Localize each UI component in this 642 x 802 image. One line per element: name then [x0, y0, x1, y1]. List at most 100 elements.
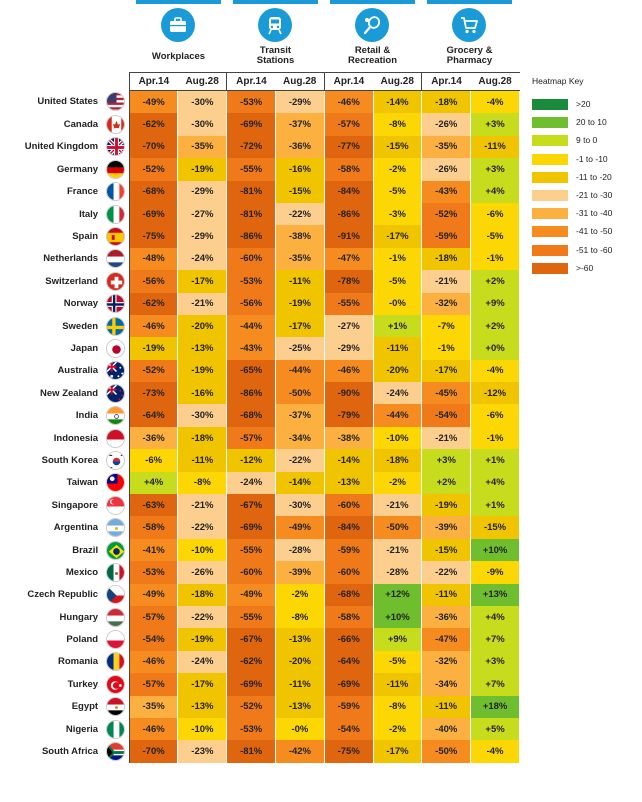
- table-row: South Korea -6% -11% -12% -22% -14% -18% +3% +1%: [0, 449, 520, 472]
- heatmap-cell: -68%: [226, 404, 277, 427]
- heatmap-cell: -30%: [177, 90, 228, 114]
- heatmap-cell: -86%: [323, 202, 374, 226]
- country-name: Argentina: [53, 522, 99, 534]
- heatmap-cell: -75%: [128, 225, 179, 248]
- country-flag: [102, 337, 129, 359]
- heatmap-cell: -8%: [373, 695, 423, 718]
- heatmap-cell: -12%: [470, 382, 520, 405]
- country-name: Norway: [63, 298, 99, 310]
- heatmap-cell: -2%: [373, 717, 423, 741]
- heatmap-cell: +4%: [470, 471, 520, 495]
- heatmap-cell: -46%: [323, 359, 374, 383]
- category-label: Workplaces: [151, 51, 206, 62]
- table-row: Argentina -58% -22% -69% -49% -84% -50% -39% -15…: [0, 516, 520, 539]
- heatmap-cell: -48%: [128, 247, 179, 271]
- heatmap-cell: +5%: [470, 717, 520, 741]
- country-name: Sweden: [62, 320, 99, 332]
- category-label: Recreation: [347, 55, 398, 66]
- flag-italy-icon: [105, 204, 125, 224]
- heatmap-cell: -55%: [226, 605, 277, 629]
- heatmap-cell: -22%: [275, 449, 325, 472]
- heatmap-cell: -28%: [373, 561, 423, 584]
- heatmap-cell: +3%: [470, 113, 520, 136]
- heatmap-cell: -46%: [128, 314, 179, 338]
- heatmap-cell: -68%: [128, 180, 179, 203]
- heatmap-cell: -6%: [470, 202, 520, 226]
- category-label: Grocery &: [446, 45, 493, 56]
- category-header: Workplaces Transit Stations Retail & Rec…: [131, 0, 520, 72]
- heatmap-cell: -52%: [226, 695, 277, 718]
- heatmap-key-swatch: [532, 153, 568, 165]
- heatmap-cell: +7%: [470, 628, 520, 651]
- heatmap-cell: -60%: [226, 561, 277, 584]
- table-row: United Kingdom -70% -35% -72% -36% -77% -15% -3…: [0, 135, 520, 159]
- table-row: France -68% -29% -81% -15% -84% -5% -43% +4%: [0, 180, 520, 203]
- flag-indonesia-icon: [105, 428, 125, 448]
- table-row: Sweden -46% -20% -44% -17% -27% +1% -7% +2%: [0, 314, 520, 338]
- heatmap-cell: +1%: [470, 494, 520, 517]
- heatmap-cell: -18%: [421, 247, 472, 271]
- heatmap-cell: -19%: [128, 337, 179, 360]
- country-name: Poland: [66, 634, 99, 646]
- heatmap-cell: +4%: [470, 180, 520, 203]
- country-name: New Zealand: [40, 387, 99, 399]
- flag-south-africa-icon: [105, 742, 125, 762]
- heatmap-cell: -84%: [323, 180, 374, 203]
- table-row: Brazil -41% -10% -55% -28% -59% -21% -15% +10%: [0, 538, 520, 562]
- country-flag: [102, 293, 129, 315]
- heatmap-cell: -30%: [177, 404, 228, 427]
- heatmap-cell: -39%: [421, 516, 472, 539]
- flag-egypt-icon: [105, 697, 125, 717]
- country-flag: [102, 360, 129, 382]
- heatmap-cell: -41%: [128, 538, 179, 562]
- heatmap-cell: -6%: [470, 404, 520, 427]
- category-retail-recreation: Retail & Recreation: [325, 0, 420, 72]
- heatmap-cell: -32%: [421, 650, 472, 674]
- heatmap-cell: -44%: [275, 359, 325, 383]
- table-row: South Africa -70% -23% -81% -42% -75% -17% -50%…: [0, 740, 520, 763]
- heatmap-cell: -72%: [226, 135, 277, 159]
- heatmap-cell: -24%: [177, 247, 228, 271]
- heatmap-cell: +1%: [470, 449, 520, 472]
- heatmap-cell: -19%: [421, 494, 472, 517]
- country-flag: [102, 270, 129, 292]
- country-flag: [102, 315, 129, 337]
- heatmap-key-entry: >-60: [532, 260, 637, 278]
- heatmap-cell: -55%: [323, 292, 374, 315]
- heatmap-cell: -26%: [421, 158, 472, 181]
- heatmap-cell: -15%: [373, 135, 423, 159]
- heatmap-cell: -28%: [275, 538, 325, 562]
- flag-norway-icon: [105, 294, 125, 314]
- heatmap-key-swatch: [532, 189, 568, 201]
- heatmap-cell: -69%: [226, 516, 277, 539]
- heatmap-body: United States -49% -30% -53% -29% -46% -14% -18…: [0, 90, 520, 763]
- heatmap-cell: -21%: [177, 292, 228, 315]
- heatmap-cell: -77%: [323, 135, 374, 159]
- table-row: Czech Republic -49% -18% -49% -2% -68% +12% -11…: [0, 583, 520, 606]
- country-name: United States: [37, 96, 99, 108]
- heatmap-cell: -12%: [226, 449, 277, 472]
- heatmap-cell: -10%: [373, 426, 423, 450]
- flag-nigeria-icon: [105, 719, 125, 739]
- period-header: Aug.28: [373, 72, 422, 91]
- heatmap-cell: -57%: [128, 605, 179, 629]
- heatmap-cell: -2%: [373, 158, 423, 181]
- heatmap-cell: -86%: [226, 225, 277, 248]
- category-bar: [427, 0, 512, 4]
- country-name: Italy: [79, 208, 99, 220]
- heatmap-key-title: Heatmap Key: [532, 76, 584, 86]
- heatmap-cell: +2%: [470, 314, 520, 338]
- heatmap-cell: -55%: [226, 538, 277, 562]
- heatmap-cell: -81%: [226, 202, 277, 226]
- country-flag: [102, 225, 129, 247]
- heatmap-cell: -1%: [470, 247, 520, 271]
- heatmap-cell: -75%: [323, 740, 374, 763]
- heatmap-cell: -20%: [177, 314, 228, 338]
- heatmap-cell: -25%: [275, 337, 325, 360]
- heatmap-key: Heatmap Key >20 20 to 10 9 to 0 -1 to -10 -1…: [532, 76, 637, 278]
- heatmap-cell: -9%: [470, 561, 520, 584]
- heatmap-cell: -46%: [128, 717, 179, 741]
- country-name: India: [75, 410, 99, 422]
- heatmap-cell: -59%: [323, 695, 374, 718]
- heatmap-cell: -56%: [128, 270, 179, 293]
